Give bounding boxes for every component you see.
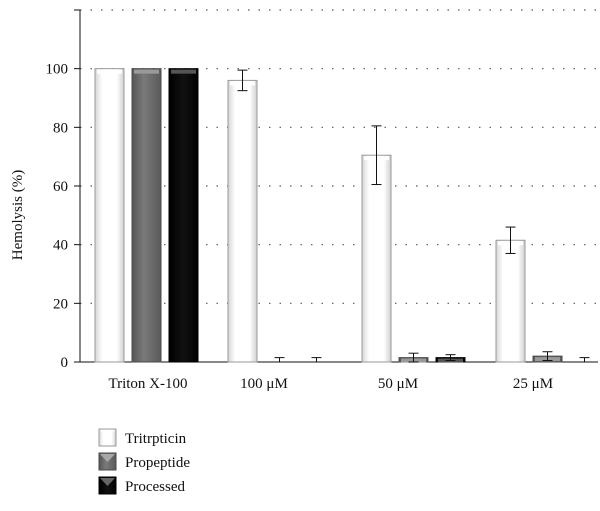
y-tick-label: 0: [61, 355, 69, 371]
legend-label: Propeptide: [125, 455, 190, 471]
bar-processed-0: [168, 68, 199, 363]
x-tick-label: 25 μM: [513, 376, 553, 392]
bar-tritrpticin-2: [361, 154, 392, 363]
x-tick-label: 100 μM: [240, 376, 288, 392]
bar-cap: [171, 69, 196, 74]
x-axis-tick-labels: Triton X-100 100 μM 50 μM 25 μM: [108, 376, 553, 392]
y-tick-label: 80: [53, 120, 68, 136]
legend-label: Processed: [125, 479, 185, 495]
bar-cap: [97, 69, 122, 74]
legend: Tritrpticin Propeptide Processed: [98, 428, 190, 495]
y-tick-label: 100: [46, 62, 69, 78]
bars: [94, 68, 563, 363]
legend-swatch-mark: [100, 478, 115, 486]
bar-cap: [134, 69, 159, 74]
y-axis-title: Hemolysis (%): [10, 170, 26, 260]
error-bars: [237, 69, 590, 363]
x-tick-label: 50 μM: [378, 376, 418, 392]
y-axis-ticks: 0 20 40 60 80 100: [46, 9, 80, 371]
bar-tritrpticin-0: [94, 68, 125, 363]
y-tick-label: 20: [53, 296, 68, 312]
legend-swatch-mark: [100, 454, 115, 462]
bar-tritrpticin-3: [495, 239, 526, 363]
x-tick-label: Triton X-100: [108, 376, 187, 392]
legend-swatch-mark: [100, 430, 115, 438]
y-tick-label: 40: [53, 238, 68, 254]
bar-tritrpticin-1: [227, 79, 258, 363]
legend-label: Tritrpticin: [125, 431, 187, 447]
y-tick-label: 60: [53, 179, 68, 195]
bar-propeptide-0: [131, 68, 162, 363]
